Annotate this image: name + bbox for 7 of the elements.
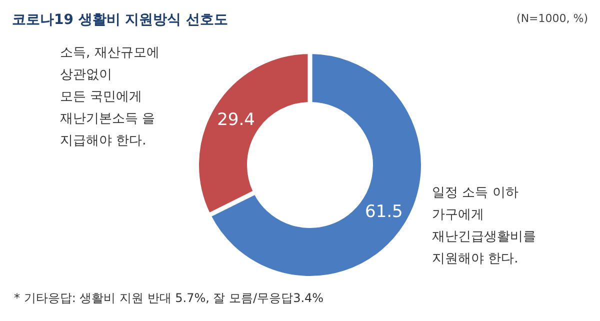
slice-label: 일정 소득 이하 가구에게 재난긴급생활비를 지원해야 한다. bbox=[432, 185, 536, 266]
text: * 기타응답: 생활비 지원 반대 5.7%, 잘 모름/무응답3.4% bbox=[14, 291, 324, 305]
data-label: 61.5 bbox=[365, 202, 403, 222]
data-label: 29.4 bbox=[217, 110, 255, 130]
slice-label: 소득, 재산규모에 상관없이 모든 국민에게 재난기본소득 을 지급해야 한다. bbox=[60, 46, 160, 149]
chart-title: 코로나19 생활비 지원방식 선호도 bbox=[12, 12, 228, 28]
chart-subtitle: (N=1000, %) bbox=[516, 12, 588, 25]
